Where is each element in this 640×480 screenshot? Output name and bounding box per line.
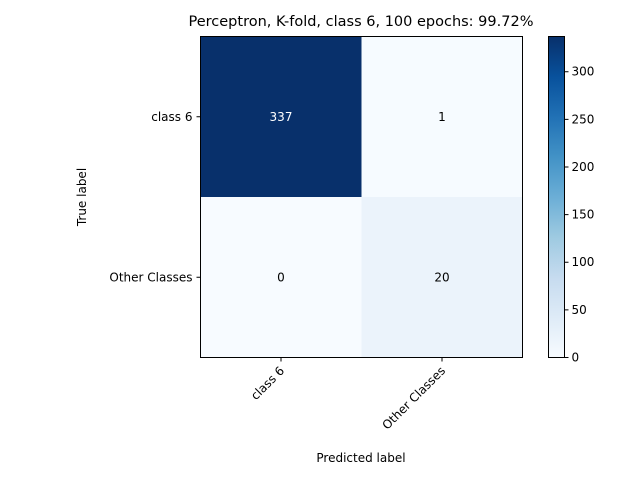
chart-title: Perceptron, K-fold, class 6, 100 epochs:… bbox=[189, 14, 534, 30]
heatmap-cells bbox=[200, 36, 523, 358]
y-axis-label: True label bbox=[75, 168, 89, 227]
y-axis-ticks: class 6 Other Classes bbox=[109, 110, 201, 284]
colorbar-tick-label: 0 bbox=[572, 351, 580, 365]
cell-value-labels: 337 1 0 20 bbox=[270, 110, 450, 285]
heatmap-cell bbox=[200, 197, 362, 358]
heatmap-cell bbox=[361, 36, 523, 197]
cell-value-label: 1 bbox=[438, 110, 446, 124]
heatmap-cell bbox=[361, 197, 523, 358]
colorbar-tick-label: 300 bbox=[572, 65, 595, 79]
cell-value-label: 20 bbox=[434, 270, 449, 284]
colorbar-tick-label: 200 bbox=[572, 160, 595, 174]
x-tick-label: Other Classes bbox=[379, 364, 448, 433]
x-axis-label: Predicted label bbox=[316, 451, 405, 465]
colorbar-tick-label: 150 bbox=[572, 208, 595, 222]
plot-frame bbox=[200, 36, 523, 358]
y-tick-label: class 6 bbox=[151, 110, 192, 124]
y-tick-label: Other Classes bbox=[109, 270, 192, 284]
x-tick-label: class 6 bbox=[248, 364, 287, 403]
cell-value-label: 0 bbox=[277, 270, 285, 284]
colorbar-ticks: 0 50 100 150 200 250 300 bbox=[564, 65, 595, 365]
colorbar-tick-label: 100 bbox=[572, 255, 595, 269]
colorbar-tick-label: 50 bbox=[572, 303, 587, 317]
cell-value-label: 337 bbox=[270, 110, 293, 124]
heatmap-cell bbox=[200, 36, 362, 197]
x-axis-ticks: class 6 Other Classes bbox=[248, 357, 448, 433]
colorbar-tick-label: 250 bbox=[572, 112, 595, 126]
colorbar bbox=[548, 36, 565, 358]
